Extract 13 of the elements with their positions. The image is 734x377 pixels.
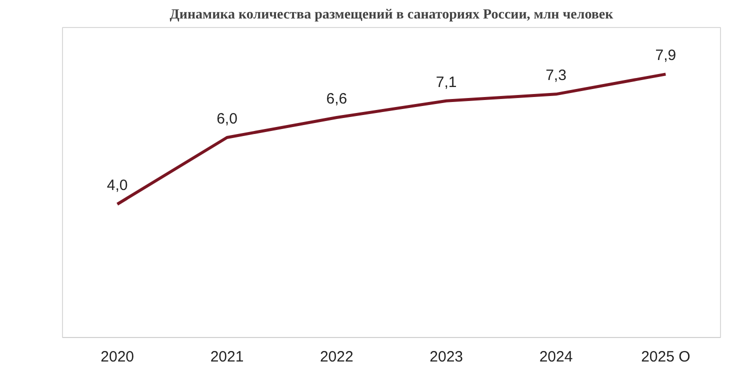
x-tick-label: 2022 — [320, 348, 354, 366]
data-label: 7,9 — [655, 47, 676, 64]
data-label: 4,0 — [106, 177, 128, 194]
data-label: 6,6 — [326, 90, 348, 108]
x-tick-label: 2023 — [430, 348, 464, 366]
x-tick-label: 2025 О — [641, 348, 690, 366]
data-label: 7,1 — [436, 74, 457, 91]
x-tick-label: 2020 — [100, 348, 134, 366]
data-label: 7,3 — [546, 67, 566, 84]
x-tick-label: 2024 — [539, 348, 573, 366]
chart-title: Динамика количества размещений в санаториях России, млн человек — [170, 8, 614, 22]
data-label: 6,0 — [216, 110, 238, 128]
x-tick-label: 2021 — [210, 348, 244, 366]
